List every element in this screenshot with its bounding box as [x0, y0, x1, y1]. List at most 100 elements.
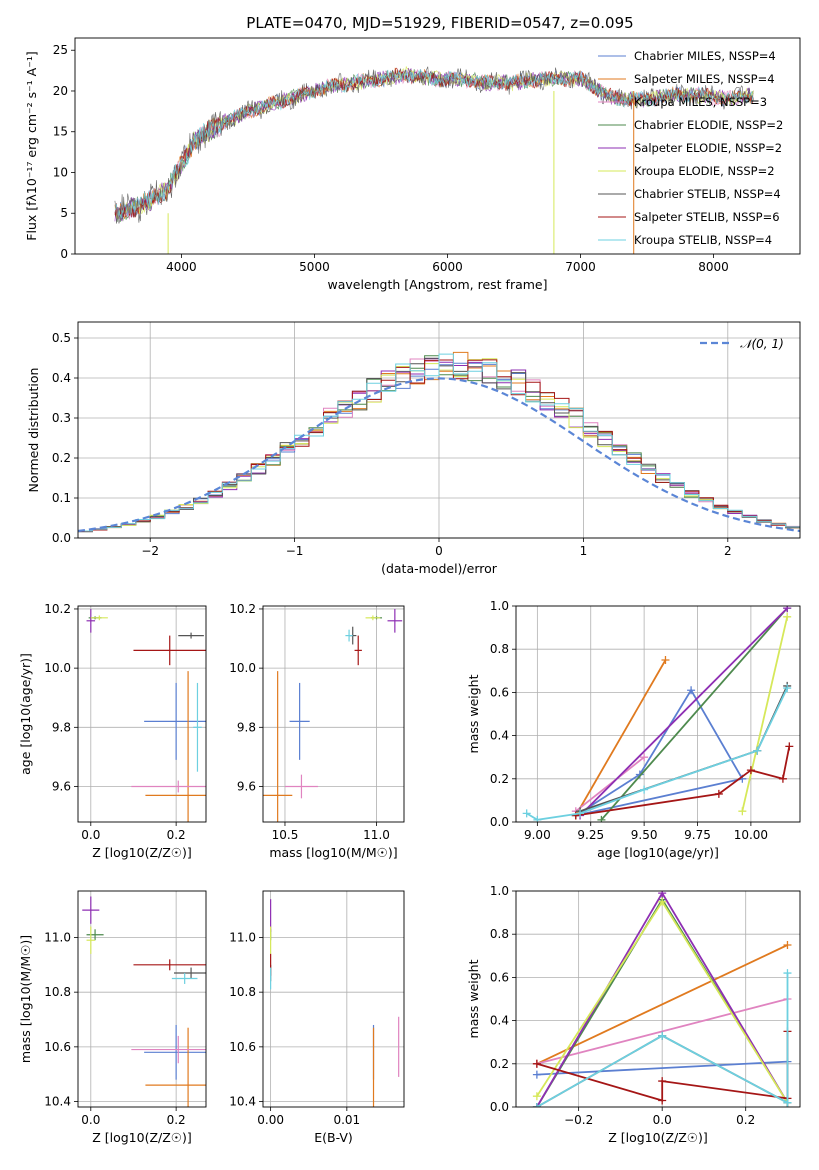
- weight-vs-age-marker-chabrier_miles: [687, 686, 696, 695]
- mass-vs-Z-ylabel: mass [log10(M/M☉)]: [18, 935, 33, 1063]
- figure-title: PLATE=0470, MJD=51929, FIBERID=0547, z=0…: [246, 14, 633, 32]
- residuals-xtick-label: 2: [724, 544, 732, 558]
- mass-vs-Z-point-kroupa_elodie: [86, 926, 96, 954]
- weight-vs-Z-ytick-label: 0.0: [490, 1100, 509, 1114]
- legend-label-chabrier_miles: Chabrier MILES, NSSP=4: [634, 49, 776, 63]
- normal-reference-curve: [78, 377, 800, 533]
- mass-vs-Z-point-salpeter_miles: [145, 1027, 206, 1107]
- mass-vs-EBV-ytick-label: 10.4: [229, 1095, 256, 1109]
- spectrum-plot-area: [114, 66, 754, 254]
- residuals-xtick-label: 1: [580, 544, 588, 558]
- spectrum-frame: [74, 37, 801, 255]
- mass-vs-Z-point-salpeter_elodie: [82, 896, 100, 924]
- age-vs-mass-ytick-label: 10.2: [229, 602, 256, 616]
- mass-vs-Z-ytick-label: 10.8: [44, 985, 71, 999]
- age-vs-mass-xtick-label: 10.5: [272, 828, 299, 842]
- legend-label-salpeter_stelib: Salpeter STELIB, NSSP=6: [634, 210, 780, 224]
- age-vs-mass-point-salpeter_stelib: [354, 635, 362, 666]
- weight-vs-Z-marker-chabrier_miles: [532, 1070, 541, 1079]
- legend-label-chabrier_stelib: Chabrier STELIB, NSSP=4: [634, 187, 781, 201]
- spectrum-series-kroupa_stelib: [114, 69, 754, 218]
- age-vs-mass-plot-area: [263, 608, 403, 822]
- mass-vs-Z-ytick-label: 11.0: [44, 930, 71, 944]
- age-vs-Z-plot-area: [86, 608, 206, 822]
- spectrum-ytick-label: 20: [53, 84, 68, 98]
- age-vs-mass-point-kroupa_stelib: [345, 629, 353, 642]
- mass-vs-Z-plot-area: [82, 896, 206, 1107]
- weight-vs-Z-marker-kroupa_stelib: [783, 969, 792, 978]
- weight-vs-Z-xtick-label: −0.2: [564, 1113, 593, 1127]
- weight-vs-age-marker-kroupa_stelib: [753, 746, 762, 755]
- spectrum-panel: 4000 5000 6000 7000 8000 0 5 10 15 20 25 wavelength…: [24, 37, 801, 292]
- weight-vs-Z-marker-kroupa_stelib: [532, 1103, 541, 1107]
- mass-vs-EBV-xtick-label: 0.01: [333, 1113, 360, 1127]
- mass-vs-Z-frame: [77, 890, 207, 1108]
- weight-vs-Z-marker-kroupa_elodie: [532, 1092, 541, 1101]
- weight-vs-Z-marker-salpeter_stelib: [658, 1077, 667, 1086]
- age-vs-Z-xlabel: Z [log10(Z/Z☉)]: [92, 845, 192, 860]
- age-vs-Z-point-chabrier_miles: [144, 682, 206, 760]
- weight-vs-age-xtick-label: 9.25: [577, 828, 604, 842]
- age-vs-Z-point-chabrier_stelib: [178, 632, 204, 639]
- spectrum-legend: Chabrier MILES, NSSP=4 Salpeter MILES, NS…: [598, 49, 783, 247]
- age-vs-Z-panel: 0.0 0.2 9.6 9.8 10.0 10.2 Z [log10(Z/Z☉)] age […: [18, 602, 207, 860]
- weight-vs-age-marker-salpeter_stelib: [746, 766, 755, 775]
- residual-hist-kroupa_stelib: [78, 353, 800, 532]
- age-vs-Z-xtick-label: 0.2: [167, 828, 186, 842]
- spectrum-ytick-label: 5: [60, 206, 68, 220]
- age-vs-Z-point-kroupa_stelib: [193, 682, 202, 772]
- mass-vs-Z-xtick-label: 0.2: [167, 1113, 186, 1127]
- mass-vs-Z-grid: [78, 891, 206, 1107]
- age-vs-Z-ytick-label: 9.6: [52, 779, 71, 793]
- age-vs-Z-point-kroupa_elodie: [90, 615, 108, 621]
- age-vs-Z-point-salpeter_stelib: [133, 635, 206, 666]
- residuals-ytick-label: 0.2: [52, 451, 71, 465]
- age-vs-mass-point-salpeter_elodie: [387, 608, 403, 633]
- age-vs-mass-ytick-label: 9.6: [237, 779, 256, 793]
- weight-vs-age-ylabel: mass weight: [466, 674, 481, 753]
- age-vs-mass-xlabel: mass [log10(M/M☉)]: [269, 845, 397, 860]
- mass-vs-Z-xlabel: Z [log10(Z/Z☉)]: [92, 1130, 192, 1145]
- spectrum-ytick-label: 15: [53, 125, 68, 139]
- weight-vs-age-marker-salpeter_miles: [661, 656, 670, 664]
- mass-vs-Z-xtick-label: 0.0: [81, 1113, 100, 1127]
- legend-label-kroupa_elodie: Kroupa ELODIE, NSSP=2: [634, 164, 775, 178]
- mass-vs-Z-ytick-label: 10.6: [44, 1040, 71, 1054]
- weight-vs-age-marker-kroupa_elodie: [783, 612, 792, 621]
- weight-vs-age-ytick-label: 0.8: [490, 642, 509, 656]
- weight-vs-Z-ytick-label: 0.2: [490, 1057, 509, 1071]
- residuals-panel: −2 −1 0 1 2 0.0 0.1 0.2 0.3 0.4 0.5 (data-model)/er…: [26, 321, 801, 576]
- mass-vs-EBV-plot-area: [270, 899, 400, 1107]
- mass-vs-Z-ytick-label: 10.4: [44, 1095, 71, 1109]
- age-vs-Z-ylabel: age [log10(age/yr)]: [18, 653, 33, 775]
- mass-vs-EBV-ytick-label: 10.8: [229, 985, 256, 999]
- weight-vs-age-ytick-label: 1.0: [490, 599, 509, 613]
- spectrum-xtick-label: 6000: [432, 260, 463, 274]
- weight-vs-age-marker-salpeter_stelib: [778, 774, 787, 783]
- mass-vs-Z-point-kroupa_miles: [131, 1035, 206, 1064]
- weight-vs-Z-xtick-label: 0.2: [736, 1113, 755, 1127]
- weight-vs-age-marker-salpeter_elodie: [783, 606, 792, 613]
- spectrum-xtick-label: 7000: [565, 260, 596, 274]
- weight-vs-age-line-salpeter_miles: [575, 659, 667, 816]
- age-vs-mass-point-kroupa_miles: [284, 774, 318, 799]
- weight-vs-Z-line-kroupa_stelib: [536, 973, 789, 1107]
- residuals-xtick-label: −1: [286, 544, 304, 558]
- weight-vs-Z-line-kroupa_miles: [536, 998, 788, 1065]
- weight-vs-Z-panel: −0.2 0.0 0.2 0.0 0.2 0.4 0.6 0.8 1.0 Z [log10(Z/Z…: [466, 884, 801, 1145]
- age-vs-Z-xtick-label: 0.0: [81, 828, 100, 842]
- spectrum-ytick-label: 0: [60, 247, 68, 261]
- legend-label-kroupa_stelib: Kroupa STELIB, NSSP=4: [634, 233, 772, 247]
- mass-vs-EBV-xlabel: E(B-V): [314, 1130, 353, 1145]
- weight-vs-Z-ytick-label: 0.6: [490, 970, 509, 984]
- weight-vs-age-marker-kroupa_stelib: [576, 809, 585, 818]
- legend-label-normal: 𝒩(0, 1): [740, 337, 784, 351]
- weight-vs-Z-marker-salpeter_elodie: [658, 891, 667, 898]
- residuals-plot-area: [78, 351, 800, 533]
- age-vs-mass-grid: [263, 606, 404, 822]
- weight-vs-age-xtick-label: 9.00: [524, 828, 551, 842]
- spectrum-ytick-label: 25: [53, 43, 68, 57]
- weight-vs-age-line-kroupa_elodie: [741, 616, 789, 812]
- legend-label-salpeter_elodie: Salpeter ELODIE, NSSP=2: [634, 141, 782, 155]
